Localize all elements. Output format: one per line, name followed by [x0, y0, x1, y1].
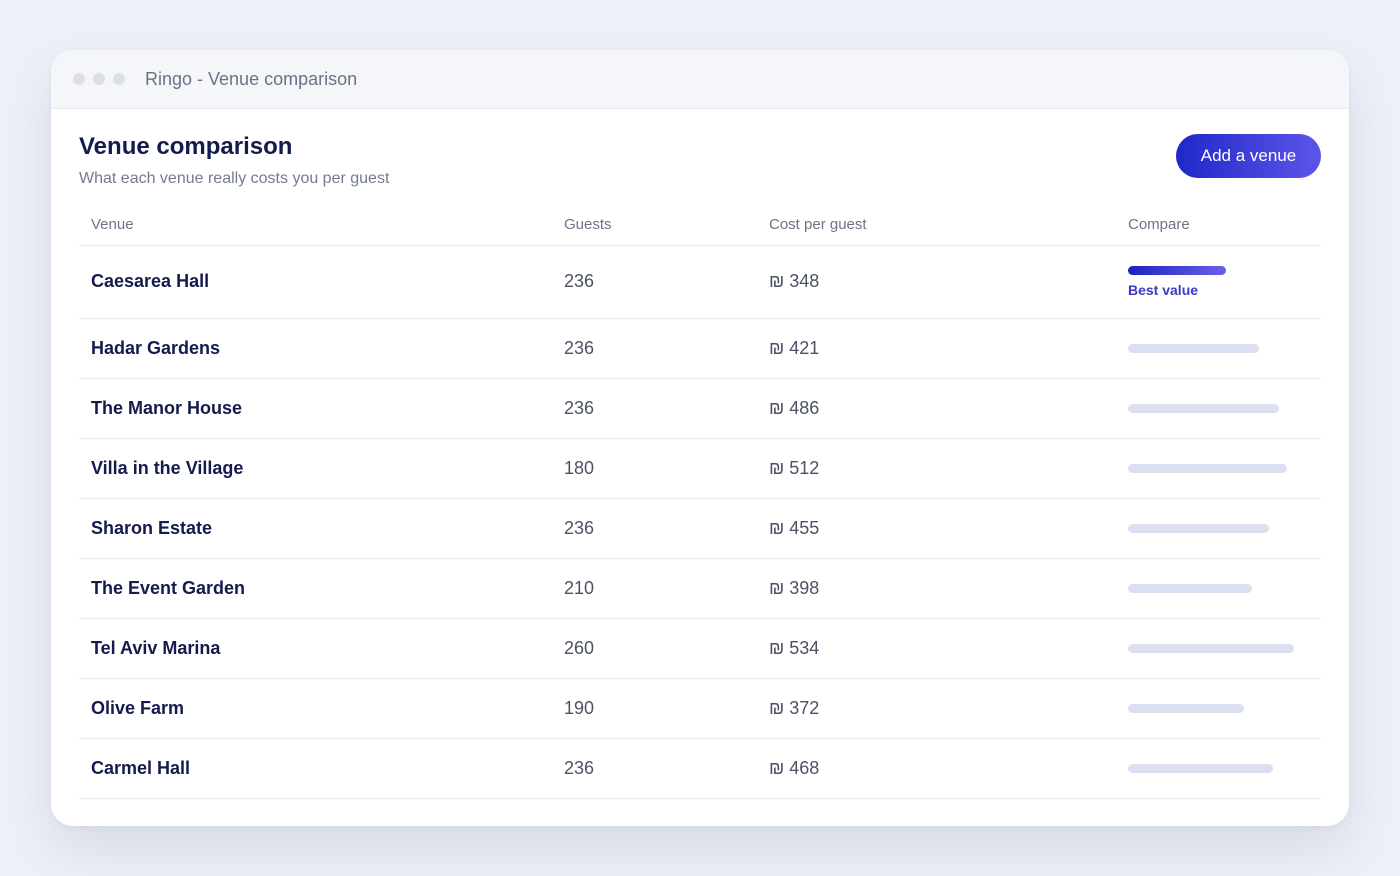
column-header-guests[interactable]: Guests	[552, 205, 757, 246]
window-minimize-dot[interactable]	[93, 73, 105, 85]
venue-cell: The Event Garden	[79, 558, 552, 619]
compare-bar	[1128, 703, 1244, 713]
cost-per-guest-cell: ₪ 372	[757, 678, 1116, 739]
compare-bar	[1128, 763, 1273, 773]
best-value-bar	[1128, 265, 1226, 275]
table-row[interactable]: Tel Aviv Marina 260 ₪ 534	[79, 618, 1321, 679]
compare-cell	[1116, 738, 1321, 799]
venue-rows: Caesarea Hall 236 ₪ 348 Best value Hadar Gar…	[79, 245, 1321, 799]
table-header-row: Venue Guests Cost per guest Compare	[79, 205, 1321, 246]
venue-cell: Tel Aviv Marina	[79, 618, 552, 679]
compare-bar	[1128, 343, 1259, 353]
column-header-compare: Compare	[1116, 205, 1321, 246]
guests-cell: 236	[552, 378, 757, 439]
venue-name: Villa in the Village	[91, 457, 244, 478]
page-subtitle: What each venue really costs you per gue…	[79, 170, 390, 187]
compare-cell	[1116, 558, 1321, 619]
cost-per-guest-cell: ₪ 486	[757, 378, 1116, 439]
guests-cell: 236	[552, 318, 757, 379]
best-value-label: Best value	[1128, 281, 1199, 298]
column-header-cost[interactable]: Cost per guest	[757, 205, 1116, 246]
compare-cell	[1116, 438, 1321, 499]
venue-cell: Carmel Hall	[79, 738, 552, 799]
venue-cell: Sharon Estate	[79, 498, 552, 559]
venue-name: Sharon Estate	[91, 517, 213, 538]
venue-name: Hadar Gardens	[91, 337, 221, 358]
guests-cell: 236	[552, 498, 757, 559]
venue-name: The Manor House	[91, 397, 243, 418]
cost-per-guest-cell: ₪ 512	[757, 438, 1116, 499]
cost-per-guest-cell: ₪ 455	[757, 498, 1116, 559]
compare-cell: Best value	[1116, 245, 1321, 319]
venue-cell: The Manor House	[79, 378, 552, 439]
guests-cell: 260	[552, 618, 757, 679]
venue-name: Tel Aviv Marina	[91, 637, 221, 658]
venue-cell: Villa in the Village	[79, 438, 552, 499]
table-row[interactable]: Carmel Hall 236 ₪ 468	[79, 738, 1321, 799]
cost-per-guest-cell: ₪ 421	[757, 318, 1116, 379]
table-row[interactable]: Caesarea Hall 236 ₪ 348 Best value	[79, 245, 1321, 319]
cost-per-guest-cell: ₪ 398	[757, 558, 1116, 619]
venue-table: Venue Guests Cost per guest Compare Caes…	[79, 205, 1321, 799]
add-venue-button[interactable]: Add a venue	[1176, 134, 1321, 178]
cost-per-guest-cell: ₪ 468	[757, 738, 1116, 799]
app-window: Ringo - Venue comparison Venue compariso…	[51, 50, 1349, 826]
table-row[interactable]: Olive Farm 190 ₪ 372	[79, 678, 1321, 739]
cost-per-guest-cell: ₪ 348	[757, 245, 1116, 319]
venue-name: Olive Farm	[91, 697, 185, 718]
venue-cell: Hadar Gardens	[79, 318, 552, 379]
guests-cell: 236	[552, 245, 757, 319]
window-maximize-dot[interactable]	[113, 73, 125, 85]
compare-bar	[1128, 583, 1252, 593]
title-bar: Ringo - Venue comparison	[51, 50, 1349, 109]
venue-name: Caesarea Hall	[91, 271, 210, 291]
guests-cell: 210	[552, 558, 757, 619]
venue-cell: Caesarea Hall	[79, 245, 552, 319]
page-title: Venue comparison	[79, 133, 293, 160]
table-row[interactable]: The Event Garden 210 ₪ 398	[79, 558, 1321, 619]
compare-cell	[1116, 678, 1321, 739]
venue-name: The Event Garden	[91, 577, 246, 598]
compare-bar	[1128, 643, 1294, 653]
compare-bar	[1128, 523, 1269, 533]
column-header-venue[interactable]: Venue	[79, 205, 552, 246]
guests-cell: 180	[552, 438, 757, 499]
table-row[interactable]: Sharon Estate 236 ₪ 455	[79, 498, 1321, 559]
table-row[interactable]: Hadar Gardens 236 ₪ 421	[79, 318, 1321, 379]
compare-cell	[1116, 318, 1321, 379]
table-row[interactable]: Villa in the Village 180 ₪ 512	[79, 438, 1321, 499]
cost-per-guest-cell: ₪ 534	[757, 618, 1116, 679]
compare-cell	[1116, 378, 1321, 439]
compare-bar	[1128, 463, 1287, 473]
guests-cell: 236	[552, 738, 757, 799]
venue-name: Carmel Hall	[91, 757, 191, 778]
venue-cell: Olive Farm	[79, 678, 552, 739]
compare-cell	[1116, 498, 1321, 559]
window-title: Ringo - Venue comparison	[145, 68, 358, 89]
compare-bar	[1128, 403, 1279, 413]
window-close-dot[interactable]	[73, 73, 85, 85]
table-row[interactable]: The Manor House 236 ₪ 486	[79, 378, 1321, 439]
guests-cell: 190	[552, 678, 757, 739]
compare-cell	[1116, 618, 1321, 679]
